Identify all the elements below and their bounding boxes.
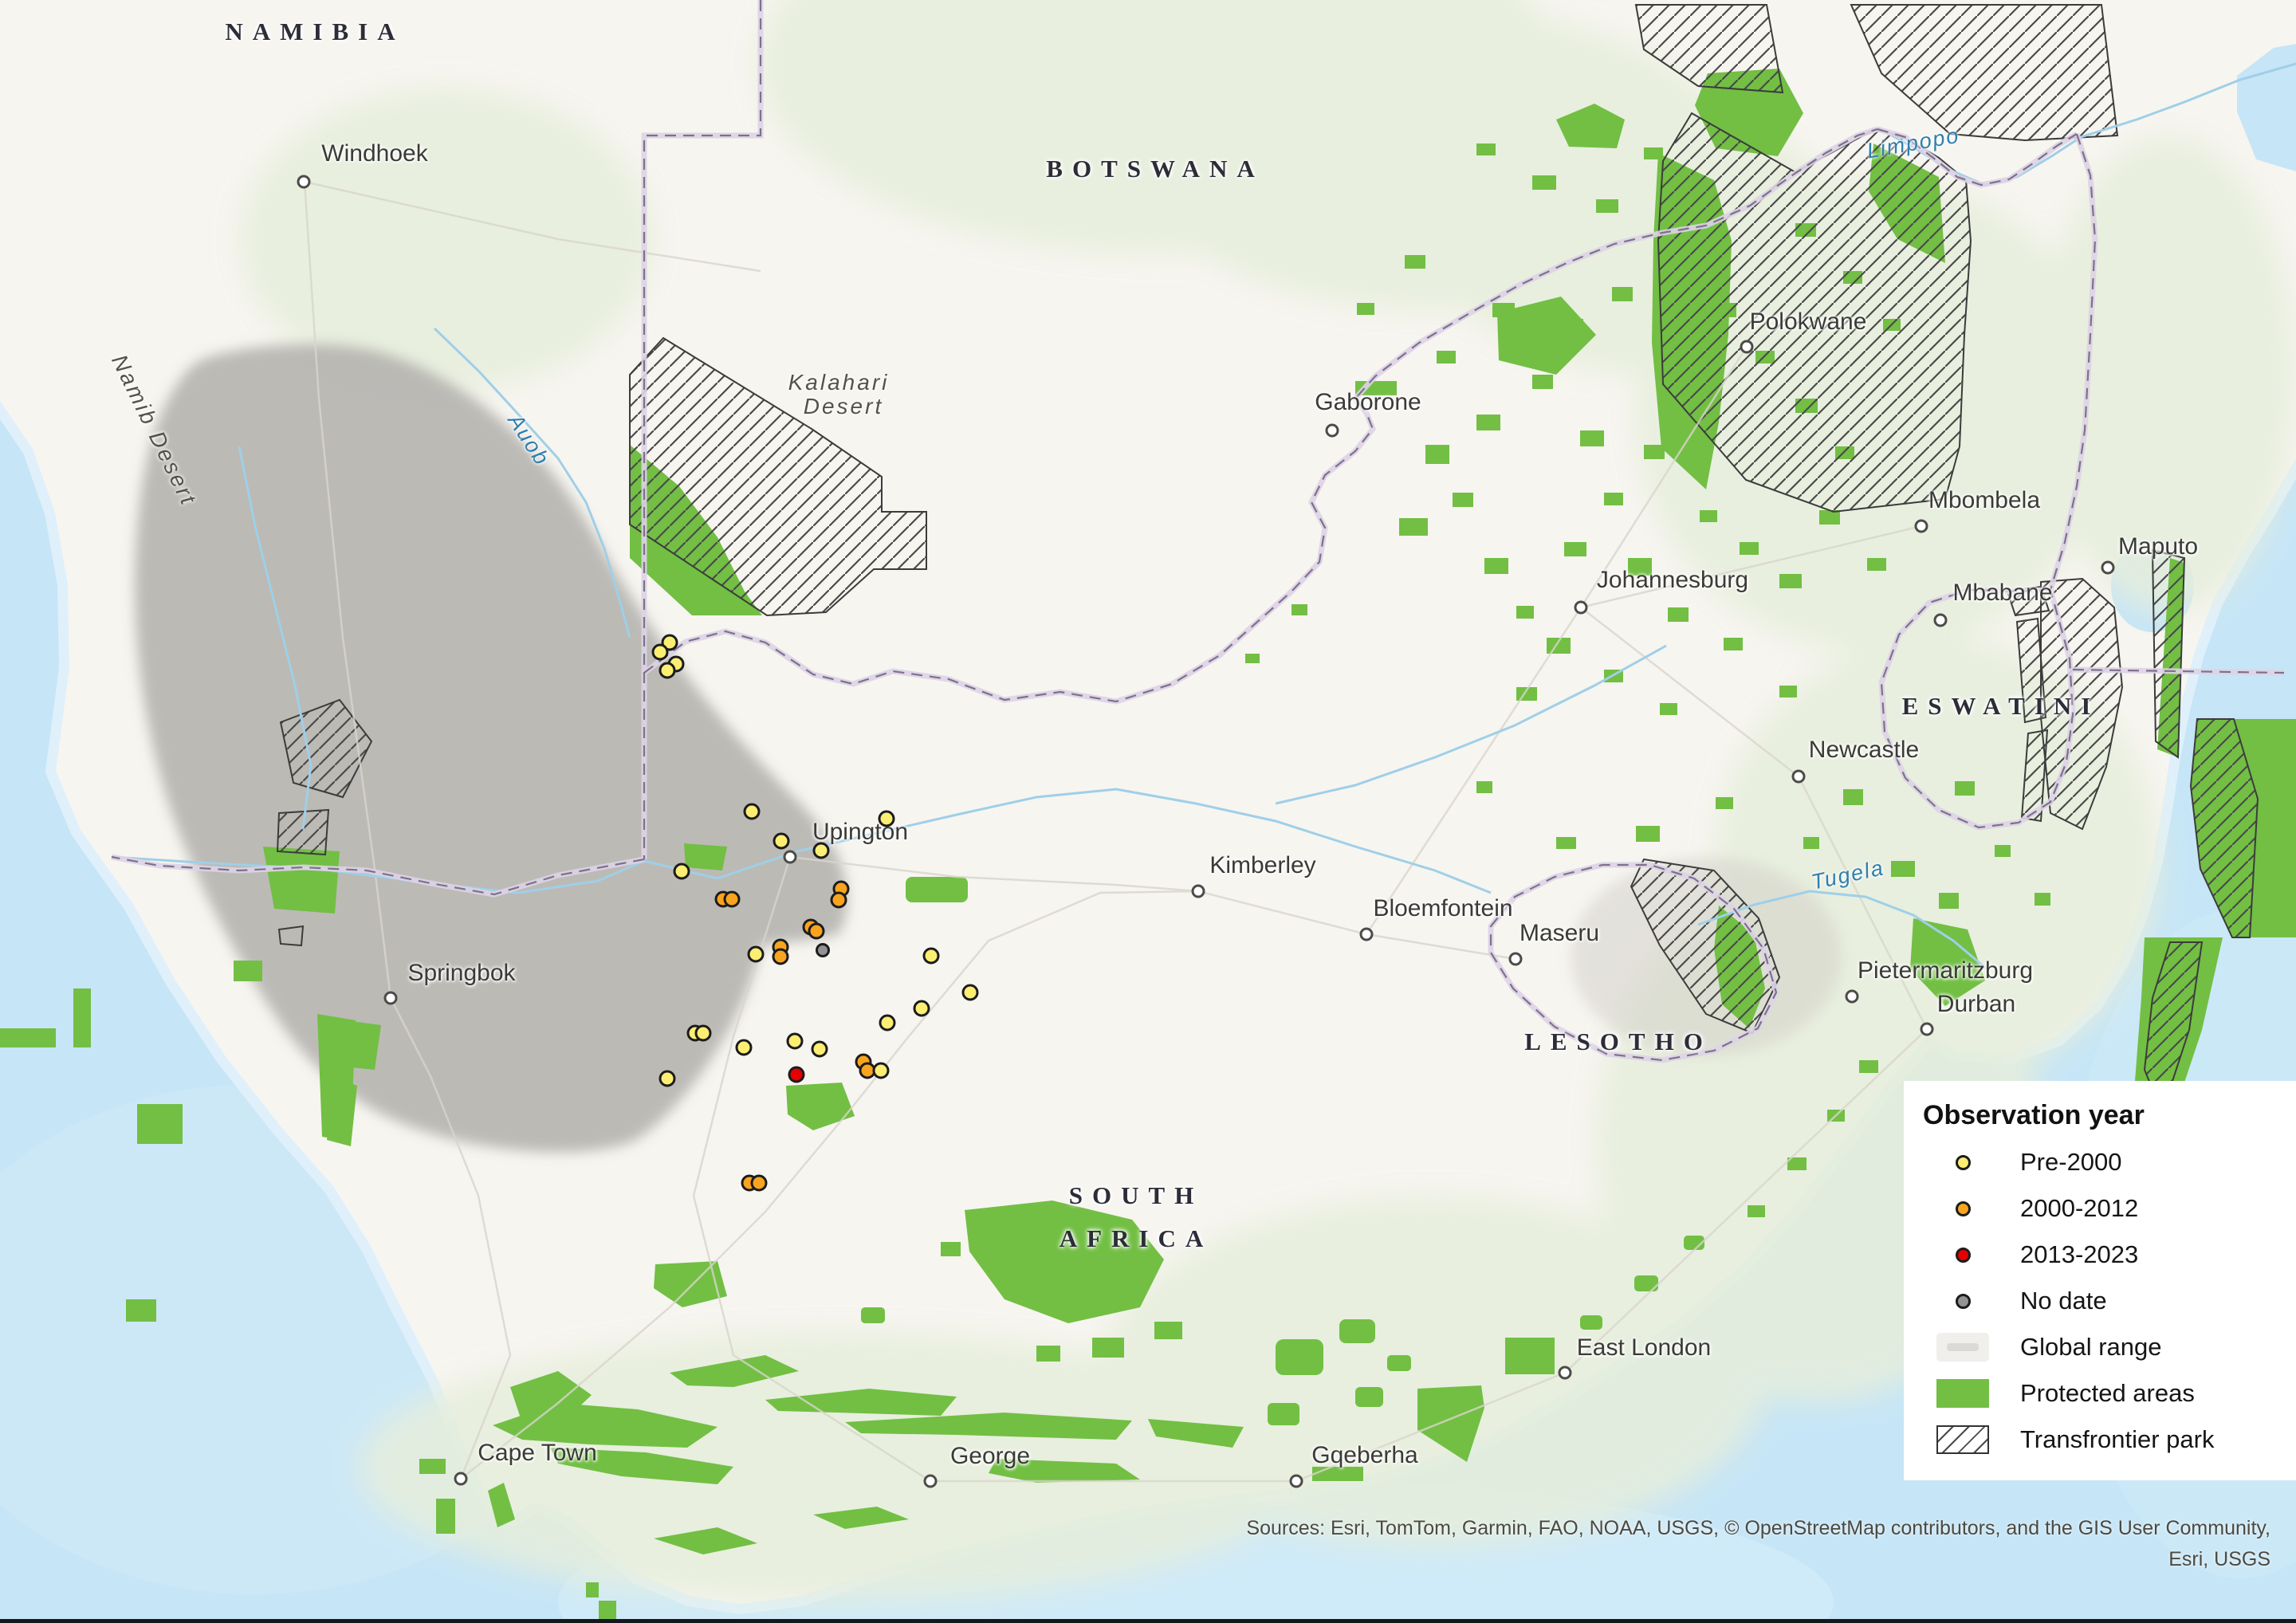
- legend-symbol-fill: [1923, 1379, 2003, 1408]
- legend-symbol-range: [1923, 1333, 2003, 1362]
- legend-label: Global range: [2020, 1333, 2162, 1361]
- legend-title: Observation year: [1923, 1100, 2145, 1130]
- legend-row: Transfrontier park: [1923, 1417, 2296, 1463]
- legend-row: Pre-2000: [1923, 1139, 2296, 1185]
- legend-symbol-dot: [1923, 1154, 2003, 1170]
- legend-label: 2013-2023: [2020, 1240, 2139, 1268]
- legend-row: Protected areas: [1923, 1370, 2296, 1417]
- global-range-polygon: [135, 344, 847, 1153]
- legend-label: No date: [2020, 1287, 2107, 1315]
- legend-symbol-dot: [1923, 1247, 2003, 1263]
- legend-row: 2013-2023: [1923, 1232, 2296, 1278]
- bottom-edge: [0, 1619, 2296, 1623]
- country-borders: [111, 0, 2285, 1063]
- legend-symbol-dot: [1923, 1201, 2003, 1216]
- legend-label: Protected areas: [2020, 1379, 2195, 1407]
- legend-label: Pre-2000: [2020, 1148, 2122, 1176]
- sources-line-2: Esri, USGS: [2168, 1548, 2270, 1570]
- sources-line-1: Sources: Esri, TomTom, Garmin, FAO, NOAA…: [1246, 1517, 2270, 1539]
- legend-symbol-hatch: [1923, 1425, 2003, 1454]
- legend-label: Transfrontier park: [2020, 1425, 2215, 1453]
- legend-panel: Observation year Pre-2000 2000-2012 2013-2…: [1904, 1081, 2296, 1480]
- legend-row: No date: [1923, 1278, 2296, 1324]
- legend-row: 2000-2012: [1923, 1185, 2296, 1232]
- legend-label: 2000-2012: [2020, 1194, 2139, 1222]
- legend-symbol-dot: [1923, 1293, 2003, 1309]
- sources-attribution: Sources: Esri, TomTom, Garmin, FAO, NOAA…: [1246, 1513, 2270, 1575]
- legend-row: Global range: [1923, 1324, 2296, 1370]
